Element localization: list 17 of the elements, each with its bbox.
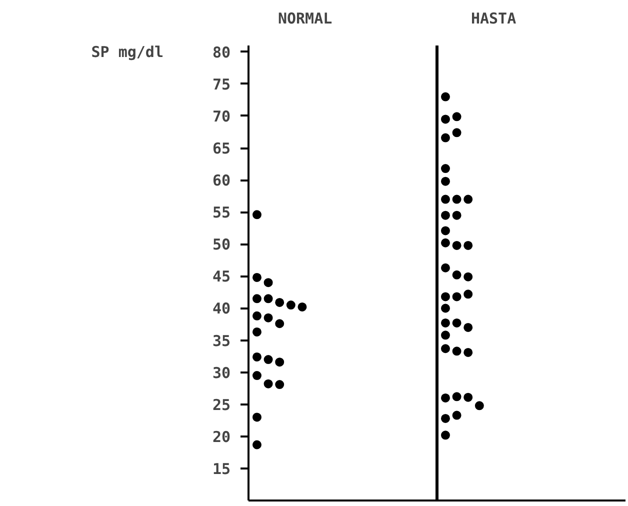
y-tick-label: 30 xyxy=(212,364,230,382)
y-tick-label: 60 xyxy=(212,172,230,190)
y-tick-label: 80 xyxy=(212,43,230,62)
y-tick-label: 40 xyxy=(212,300,230,318)
y-axis-title: SP mg/dl xyxy=(91,42,164,61)
x-tick-label: NORMAL xyxy=(278,10,332,28)
y-tick-label: 35 xyxy=(212,332,230,350)
y-tick-label: 50 xyxy=(212,236,230,254)
y-tick-label: 20 xyxy=(212,428,230,446)
y-tick-label: 70 xyxy=(212,107,230,126)
y-tick-label: 25 xyxy=(212,396,230,414)
y-tick-label: 55 xyxy=(212,204,230,222)
y-tick-label: 15 xyxy=(212,460,230,478)
x-tick-label: HASTA xyxy=(470,10,516,28)
y-tick-label: 75 xyxy=(212,75,230,94)
y-tick-label: 45 xyxy=(212,268,230,286)
y-tick-label: 65 xyxy=(212,140,230,158)
